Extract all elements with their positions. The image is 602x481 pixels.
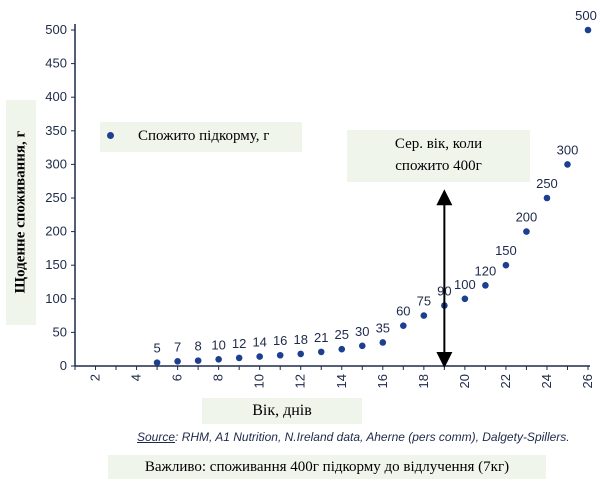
data-label: 60 bbox=[396, 304, 410, 319]
source-note: Source: RHM, A1 Nutrition, N.Ireland dat… bbox=[137, 430, 570, 444]
axes bbox=[71, 24, 590, 370]
data-labels: 5781012141618212530356075901001201502002… bbox=[153, 8, 596, 356]
data-label: 25 bbox=[335, 327, 349, 342]
data-label: 10 bbox=[211, 337, 225, 352]
x-tick-label: 8 bbox=[211, 374, 226, 381]
data-label: 30 bbox=[355, 324, 369, 339]
annotation-box: Сер. вік, коли спожито 400г bbox=[347, 130, 530, 182]
data-label: 120 bbox=[475, 263, 497, 278]
x-tick-label: 22 bbox=[498, 374, 513, 388]
data-point bbox=[482, 282, 489, 289]
data-point bbox=[235, 354, 243, 362]
x-tick-label: 20 bbox=[457, 374, 472, 388]
x-tick-label: 14 bbox=[334, 374, 349, 388]
data-point bbox=[523, 228, 530, 235]
data-point bbox=[379, 339, 387, 346]
data-point bbox=[400, 322, 407, 329]
data-point bbox=[358, 342, 366, 350]
x-tick-label: 26 bbox=[580, 374, 595, 388]
y-tick-label: 0 bbox=[60, 358, 67, 373]
data-label: 500 bbox=[575, 8, 597, 23]
data-point bbox=[297, 350, 305, 358]
data-point bbox=[153, 359, 161, 366]
data-label: 5 bbox=[153, 341, 160, 356]
y-tick-label: 300 bbox=[45, 156, 67, 171]
data-points bbox=[153, 26, 592, 366]
data-label: 150 bbox=[495, 243, 517, 258]
data-label: 35 bbox=[376, 320, 390, 335]
x-tick-label: 24 bbox=[539, 374, 554, 388]
y-tick-label: 150 bbox=[45, 257, 67, 272]
x-tick-label: 4 bbox=[129, 374, 144, 381]
data-label: 21 bbox=[314, 330, 328, 345]
data-point bbox=[502, 261, 510, 269]
y-axis-label-box: Щоденне споживання, г bbox=[6, 100, 36, 325]
y-tick-label: 50 bbox=[53, 324, 67, 339]
data-label: 18 bbox=[293, 332, 307, 347]
y-tick-label: 350 bbox=[45, 123, 67, 138]
legend: Спожито підкорму, г bbox=[100, 122, 302, 152]
y-axis-label: Щоденне споживання, г bbox=[12, 130, 29, 294]
data-label: 7 bbox=[174, 339, 181, 354]
x-tick-label: 12 bbox=[293, 374, 308, 388]
data-label: 14 bbox=[252, 335, 266, 350]
data-point bbox=[420, 312, 428, 319]
data-label: 8 bbox=[195, 339, 202, 354]
data-label: 250 bbox=[536, 176, 558, 191]
data-label: 12 bbox=[232, 336, 246, 351]
y-tick-label: 200 bbox=[45, 224, 67, 239]
x-axis-label: Вік, днів bbox=[202, 398, 362, 424]
data-point bbox=[276, 351, 284, 359]
y-tick-label: 450 bbox=[45, 56, 67, 71]
y-tick-label: 400 bbox=[45, 89, 67, 104]
y-tick-label: 500 bbox=[45, 22, 67, 37]
data-label: 75 bbox=[417, 294, 431, 309]
data-point bbox=[174, 357, 181, 365]
annotation-line-2: спожито 400г bbox=[395, 158, 482, 174]
data-point bbox=[256, 353, 263, 360]
x-tick-label: 16 bbox=[375, 374, 390, 388]
y-tick-label: 100 bbox=[45, 291, 67, 306]
data-point bbox=[338, 345, 346, 353]
legend-marker-icon bbox=[107, 132, 114, 139]
data-point bbox=[564, 161, 571, 168]
important-note: Важливо: споживання 400г підкорму до від… bbox=[108, 455, 546, 479]
legend-label: Спожито підкорму, г bbox=[138, 128, 270, 144]
x-tick-label: 6 bbox=[170, 374, 185, 381]
x-tick-label: 18 bbox=[416, 374, 431, 388]
source-body: : RHM, A1 Nutrition, N.Ireland data, Ahe… bbox=[175, 430, 570, 444]
data-point bbox=[543, 194, 551, 202]
data-label: 300 bbox=[557, 142, 579, 157]
x-tick-label: 2 bbox=[88, 374, 103, 381]
data-label: 100 bbox=[454, 277, 476, 292]
data-label: 200 bbox=[516, 210, 538, 225]
data-point bbox=[194, 357, 202, 364]
source-prefix: Source bbox=[137, 430, 176, 444]
data-label: 16 bbox=[273, 333, 287, 348]
y-tick-label: 250 bbox=[45, 190, 67, 205]
x-tick-label: 10 bbox=[252, 374, 267, 388]
data-point bbox=[317, 348, 325, 356]
data-point bbox=[215, 355, 222, 363]
data-point bbox=[461, 295, 469, 303]
data-point bbox=[584, 26, 592, 34]
annotation-line-1: Сер. вік, коли bbox=[394, 136, 483, 152]
